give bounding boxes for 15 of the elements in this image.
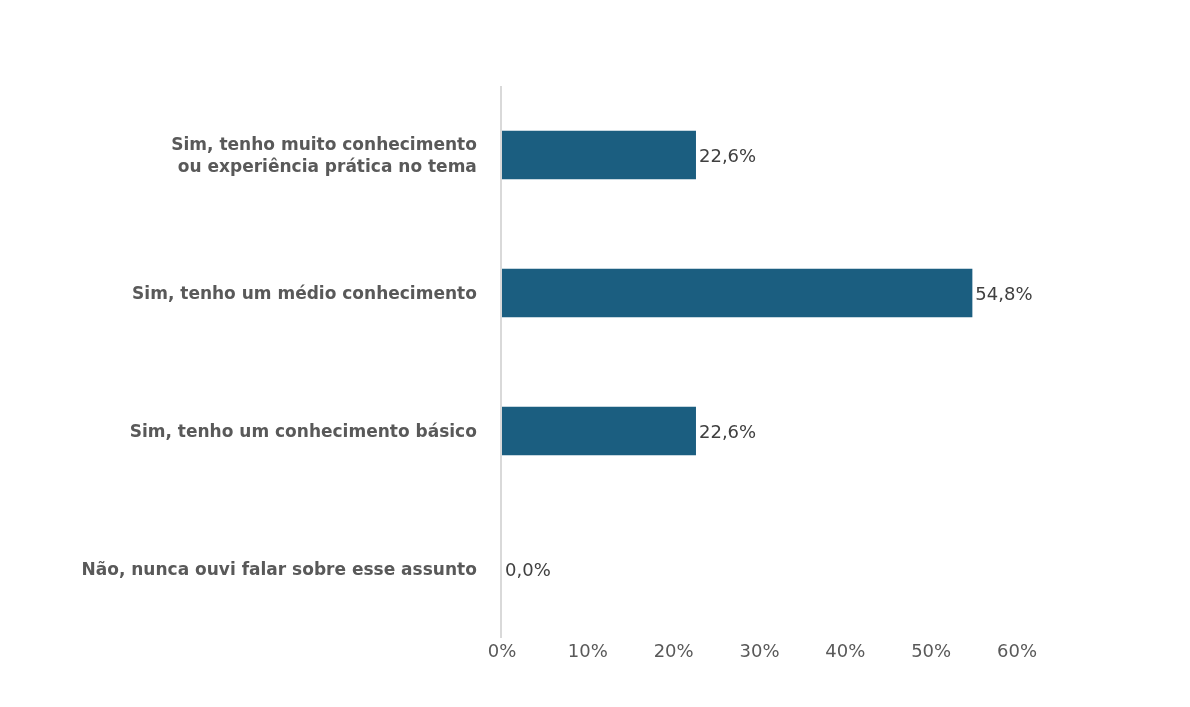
x-tick-label: 10% — [567, 640, 608, 661]
data-label: 22,6% — [698, 420, 757, 442]
y-tick-label: Sim, tenho muito conhecimento ou experiência prática no tema — [171, 133, 477, 176]
y-tick-label: Não, nunca ouvi falar sobre esse assunto — [81, 558, 477, 579]
data-label: 54,8% — [975, 282, 1033, 304]
data-label: 22,6% — [698, 144, 757, 166]
x-tick-label: 60% — [996, 640, 1038, 661]
x-tick-label: 0% — [487, 640, 517, 661]
x-tick-label: 40% — [825, 640, 866, 661]
y-tick-label: Sim, tenho um conhecimento básico — [129, 420, 477, 441]
data-label: 0,0% — [505, 558, 551, 580]
x-tick-label: 20% — [653, 640, 694, 661]
x-tick-label: 50% — [911, 640, 952, 661]
x-tick-label: 30% — [739, 640, 780, 661]
y-tick-label: Sim, tenho um médio conhecimento — [132, 282, 477, 303]
